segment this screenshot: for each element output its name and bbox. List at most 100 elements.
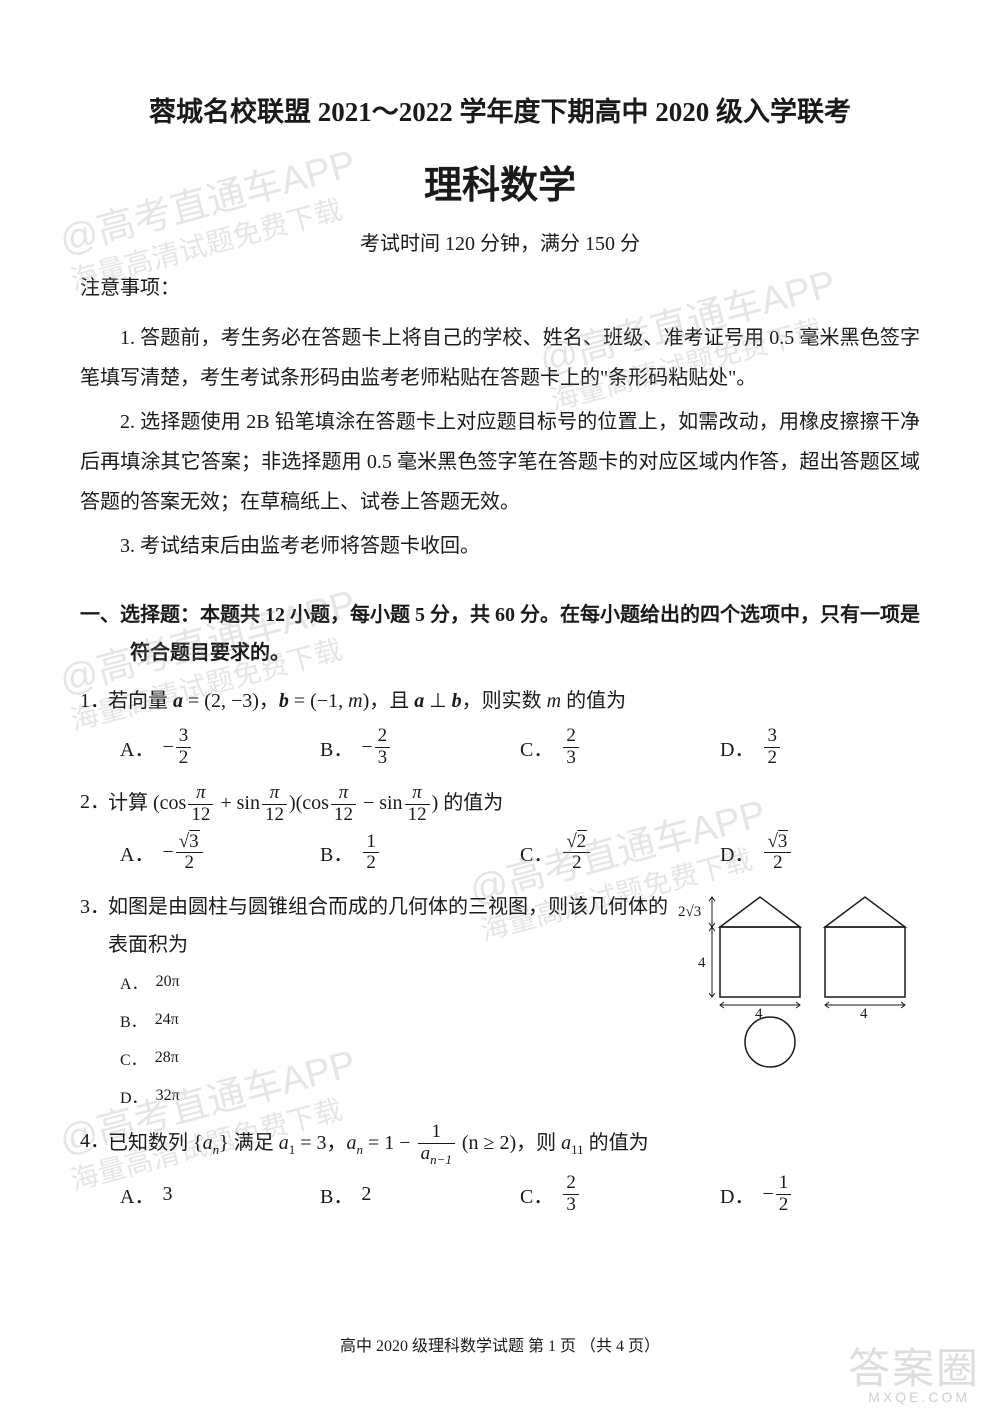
sqrt-val: 3 (778, 830, 789, 852)
notice-item-2: 2. 选择题使用 2B 铅笔填涂在答题卡上对应题目标号的位置上，如需改动，用橡皮… (80, 402, 920, 522)
q4-option-D: D．−12 (720, 1173, 920, 1216)
opt-val: 20π (156, 973, 180, 991)
question-number: 2． (80, 783, 110, 821)
opt-val: 28π (155, 1049, 179, 1067)
q1-text: = (−1, (289, 690, 348, 712)
frac-den: 2 (776, 1195, 792, 1216)
sub-nm1: n−1 (430, 1152, 452, 1167)
q1-option-C: C．23 (520, 726, 720, 769)
q4-text: (n ≥ 2)，则 (457, 1132, 561, 1154)
a1: a (279, 1132, 289, 1154)
pi: π (262, 783, 287, 805)
sqrt-val: 2 (577, 830, 588, 852)
q2-text: − sin (358, 792, 403, 814)
q1-vec-b: b (279, 690, 289, 712)
question-2: 2． 计算 (cosπ12 + sinπ12)(cosπ12 − sinπ12)… (108, 783, 920, 826)
q2-text: ) 的值为 (432, 792, 504, 814)
an: a (421, 1143, 431, 1164)
frac-den: 2 (176, 853, 203, 874)
frac-num: 2 (375, 726, 391, 748)
frac-num: 1 (776, 1173, 792, 1195)
frac-num: 3 (764, 726, 780, 748)
dim-cone-h: 2√3 (678, 904, 701, 920)
dim-w-right: 4 (860, 1006, 868, 1022)
q2-option-B: B．12 (320, 832, 520, 875)
q3-diagram: 2√3 4 4 4 (670, 892, 920, 1122)
pi: π (405, 783, 430, 805)
exam-header-title: 蓉城名校联盟 2021～2022 学年度下期高中 2020 级入学联考 (80, 90, 920, 129)
opt-val: 32π (156, 1087, 180, 1105)
a11: a (561, 1132, 571, 1154)
q1-text: 若向量 (108, 690, 173, 712)
pi: π (188, 783, 213, 805)
q1-text: 的值为 (561, 690, 626, 712)
an: a (203, 1132, 213, 1154)
neg: − (361, 736, 372, 759)
q4-option-B: B．2 (320, 1180, 520, 1209)
q3-option-A: A．20π (120, 970, 670, 994)
q4-options: A．3 B．2 C．23 D．−12 (120, 1173, 920, 1216)
dim-cyl-h: 4 (698, 955, 706, 971)
question-number: 1． (80, 682, 110, 720)
sub-11: 11 (571, 1142, 584, 1157)
den: 12 (405, 805, 430, 826)
q2-option-C: C．√22 (520, 832, 720, 875)
q1-text: )，且 (363, 690, 415, 712)
q1-vec-a: a (414, 690, 424, 712)
q2-text: 计算 (cos (108, 792, 186, 814)
opt-val: 2 (361, 1183, 371, 1206)
q1-option-B: B．−23 (320, 726, 520, 769)
q3-text: 如图是由圆柱与圆锥组合而成的几何体的三视图，则该几何体的表面积为 (108, 896, 668, 956)
q4-text: } 满足 (219, 1132, 279, 1154)
dim-w-left: 4 (755, 1006, 763, 1022)
opt-val: 3 (162, 1183, 172, 1206)
neg: − (162, 841, 173, 864)
pi: π (331, 783, 356, 805)
den: 12 (262, 805, 287, 826)
q3-option-C: C．28π (120, 1046, 670, 1070)
q1-perp: ⊥ (424, 690, 451, 712)
q1-options: A．−32 B．−23 C．23 D．32 (120, 726, 920, 769)
frac-num: 2 (563, 1173, 579, 1195)
opt-val: 24π (155, 1011, 179, 1029)
q2-options: A．−√32 B．12 C．√22 D．√32 (120, 832, 920, 875)
frac-den: 3 (563, 748, 579, 769)
q2-option-D: D．√32 (720, 832, 920, 875)
question-number: 3． (80, 888, 110, 926)
an: a (347, 1132, 357, 1154)
frac-num: 2 (563, 726, 579, 748)
frac-num: 1 (418, 1122, 455, 1144)
q4-text: 已知数列 { (108, 1132, 203, 1154)
q1-option-D: D．32 (720, 726, 920, 769)
neg: − (162, 736, 173, 759)
section-title: 一、选择题：本题共 12 小题，每小题 5 分，共 60 分。在每小题给出的四个… (130, 596, 920, 672)
notice-item-3: 3. 考试结束后由监考老师将答题卡收回。 (80, 526, 920, 566)
q1-text: = (2, −3)， (183, 690, 279, 712)
exam-info: 考试时间 120 分钟，满分 150 分 (80, 227, 920, 256)
q4-text: = 1 − (363, 1132, 416, 1154)
subject-title: 理科数学 (80, 154, 920, 209)
den: 12 (331, 805, 356, 826)
frac-den: 2 (764, 748, 780, 769)
den: 12 (188, 805, 213, 826)
brand-url: MXQE.COM (868, 1389, 970, 1405)
notice-heading: 注意事项： (80, 271, 920, 300)
page-footer: 高中 2020 级理科数学试题 第 1 页 （共 4 页） (80, 1332, 920, 1356)
q2-option-A: A．−√32 (120, 832, 320, 875)
question-4: 4． 已知数列 {an} 满足 a1 = 3，an = 1 − 1an−1 (n… (108, 1122, 920, 1167)
neg: − (762, 1183, 773, 1206)
frac-den: 2 (363, 853, 379, 874)
q1-option-A: A．−32 (120, 726, 320, 769)
q1-vec-a: a (173, 690, 183, 712)
frac-den: 2 (176, 748, 192, 769)
q4-text: 的值为 (584, 1132, 649, 1154)
q4-text: = 3， (295, 1132, 346, 1154)
q2-text: + sin (215, 792, 260, 814)
frac-den: 2 (764, 853, 791, 874)
q1-m: m (348, 690, 362, 712)
q4-option-C: C．23 (520, 1173, 720, 1216)
frac-den: 3 (375, 748, 391, 769)
sqrt-val: 3 (189, 830, 200, 852)
q3-options: A．20π B．24π C．28π D．32π (80, 970, 670, 1108)
frac-den: 2 (563, 853, 590, 874)
